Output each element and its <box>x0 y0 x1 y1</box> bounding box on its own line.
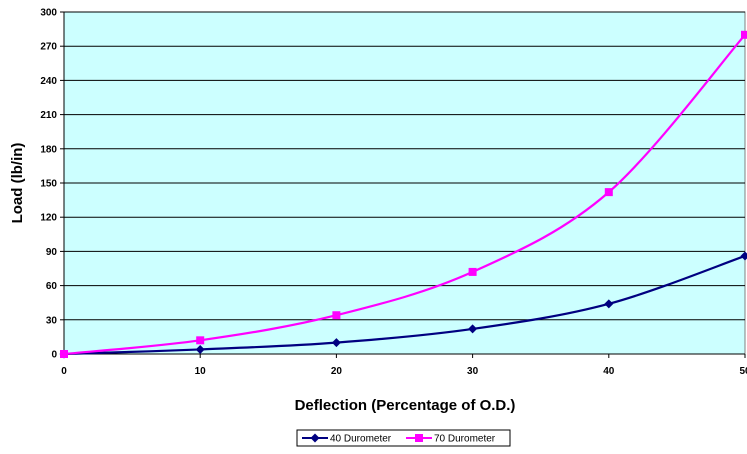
x-tick-label: 40 <box>603 366 615 377</box>
x-tick-label: 30 <box>467 366 479 377</box>
x-tick-label: 20 <box>331 366 343 377</box>
x-axis-title: Deflection (Percentage of O.D.) <box>295 397 516 414</box>
y-tick-label: 300 <box>40 8 57 19</box>
x-tick-label: 10 <box>195 366 207 377</box>
y-tick-label: 150 <box>40 179 57 190</box>
y-tick-label: 180 <box>40 144 57 155</box>
legend-swatch-marker <box>415 434 423 442</box>
data-point-marker <box>332 311 340 319</box>
y-tick-label: 240 <box>40 76 57 87</box>
y-tick-label: 120 <box>40 213 57 224</box>
y-tick-label: 60 <box>46 281 58 292</box>
x-tick-label: 50 <box>739 366 747 377</box>
legend: 40 Durometer 70 Durometer <box>297 430 510 446</box>
data-point-marker <box>196 336 204 344</box>
data-point-marker <box>60 350 68 358</box>
y-axis-title: Load (lb/in) <box>9 143 26 224</box>
y-tick-label: 30 <box>46 315 58 326</box>
legend-label: 70 Durometer <box>434 434 496 445</box>
y-tick-label: 210 <box>40 110 57 121</box>
y-tick-label: 270 <box>40 42 57 53</box>
data-point-marker <box>605 188 613 196</box>
x-tick-label: 0 <box>61 366 67 377</box>
data-point-marker <box>469 268 477 276</box>
data-point-marker <box>741 31 747 39</box>
y-tick-label: 0 <box>51 350 57 361</box>
y-tick-label: 90 <box>46 247 58 258</box>
legend-label: 40 Durometer <box>330 434 392 445</box>
